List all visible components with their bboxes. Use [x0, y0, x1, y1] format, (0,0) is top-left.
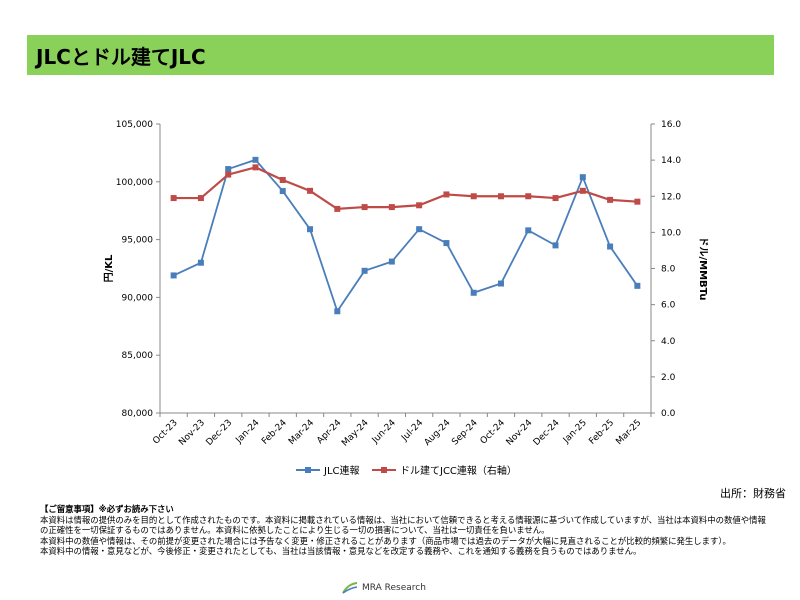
- y-right-axis-title: ドル/MMBTu: [697, 236, 709, 300]
- legend-label: JLC連報: [323, 464, 360, 477]
- y-right-tick-label: 14.0: [661, 156, 681, 166]
- y-left-tick-label: 80,000: [122, 409, 154, 419]
- y-left-tick-label: 85,000: [122, 351, 154, 361]
- x-tick-label: Sep-24: [450, 418, 480, 448]
- y-left-tick-label: 90,000: [122, 293, 154, 303]
- y-right-tick-label: 0.0: [661, 409, 676, 419]
- y-left-tick-label: 100,000: [116, 178, 153, 188]
- x-tick-label: Jul-24: [399, 418, 425, 444]
- x-tick-label: Mar-25: [614, 418, 643, 447]
- y-right-tick-label: 10.0: [661, 228, 681, 238]
- series-0-point: [388, 258, 395, 265]
- chart: 80,000 85,000 90,000 95,000 100,000 105,000 0.…: [103, 120, 709, 477]
- series-1-point: [170, 195, 177, 202]
- x-tick-label: Jan-25: [561, 418, 589, 446]
- y-right-tick-label: 6.0: [661, 301, 676, 311]
- x-tick-label: Feb-24: [260, 418, 289, 447]
- x-tick-label: Dec-24: [532, 418, 562, 448]
- x-tick-label: Oct-23: [151, 418, 179, 446]
- disclaimer-heading: 【ご留意事項】※必ずお読み下さい: [40, 504, 174, 514]
- x-tick-label: Nov-24: [505, 418, 535, 448]
- series-1-point: [607, 196, 614, 203]
- disclaimer-line: 本資料中の数値や情報は、その前提が変更された場合には予告なく変更・修正されること…: [40, 535, 731, 546]
- series-1-point: [388, 204, 395, 211]
- series-1-point: [197, 195, 204, 202]
- x-tick-label: Nov-23: [177, 418, 207, 448]
- title-bar: JLCとドル建てJLC: [27, 35, 774, 75]
- series-1-point: [307, 187, 314, 194]
- series-1-point: [361, 204, 368, 211]
- series-1-point: [525, 193, 532, 200]
- series-1-point: [634, 198, 641, 205]
- series-0-point: [307, 226, 314, 233]
- y-right-tick-label: 2.0: [661, 373, 676, 383]
- series-line-0: [173, 158, 639, 314]
- x-tick-label: Oct-24: [479, 418, 508, 447]
- series-0-point: [225, 166, 232, 173]
- series-0-point: [334, 308, 341, 315]
- x-tick-label: Mar-24: [287, 418, 316, 447]
- disclaimer-line: 本資料は情報の提供のみを目的として作成されたものです。本資料に掲載されている情報…: [40, 514, 766, 536]
- x-tick-label: May-24: [340, 418, 371, 449]
- series-0-point: [361, 267, 368, 274]
- series-0-point: [552, 242, 559, 249]
- series-0-point: [443, 240, 450, 247]
- series-1-point: [579, 187, 586, 194]
- x-tick-label: Jan-24: [234, 418, 262, 446]
- x-tick-label: Feb-25: [587, 418, 616, 447]
- mra-arrow-logo-icon: [342, 582, 358, 594]
- series-0-point: [416, 226, 423, 233]
- x-tick-label: Dec-23: [205, 418, 235, 448]
- series-0-point: [252, 156, 259, 163]
- series-1-point: [497, 193, 504, 200]
- y-right-tick-label: 16.0: [661, 120, 681, 130]
- series-0-point: [579, 174, 586, 181]
- series-0-point: [170, 272, 177, 279]
- series-1-point: [279, 176, 286, 183]
- series-1-point: [470, 193, 477, 200]
- series-1-point: [443, 191, 450, 198]
- page-title: JLCとドル建てJLC: [36, 44, 206, 69]
- y-right-tick-label: 12.0: [661, 192, 681, 202]
- series-0-point: [279, 188, 286, 195]
- disclaimer: 【ご留意事項】※必ずお読み下さい 本資料は情報の提供のみを目的として作成されたも…: [40, 504, 770, 557]
- disclaimer-line: 本資料中の情報・意見などが、今後修正・変更されたとしても、当社は当該情報・意見な…: [40, 546, 642, 557]
- series-0-point: [197, 259, 204, 266]
- series-0-point: [607, 243, 614, 250]
- series-1-point: [225, 171, 232, 178]
- legend-label: ドル建てJCC連報（右軸）: [400, 464, 517, 477]
- y-left-tick-label: 95,000: [122, 236, 154, 246]
- series-0-point: [497, 280, 504, 287]
- series-1-point: [252, 164, 259, 171]
- y-right-tick-label: 4.0: [661, 337, 676, 347]
- series-1-point: [334, 205, 341, 212]
- series-0-point: [470, 289, 477, 296]
- y-left-tick-label: 105,000: [116, 120, 153, 130]
- series-line-1: [173, 166, 638, 211]
- source-label: 出所：財務省: [720, 487, 786, 500]
- logo-text: MRA Research: [362, 583, 426, 593]
- company-logo: MRA Research: [342, 582, 426, 594]
- x-tick-label: Aug-24: [423, 418, 453, 448]
- y-left-axis-title: 円/KL: [103, 254, 115, 282]
- series-1-point: [416, 202, 423, 209]
- legend-swatch-marker: [305, 467, 311, 473]
- series-1-point: [552, 195, 559, 202]
- y-right-tick-label: 8.0: [661, 265, 676, 275]
- series-0-point: [525, 227, 532, 234]
- x-tick-label: Jun-24: [370, 418, 398, 446]
- series-0-point: [634, 282, 641, 289]
- legend-swatch-marker: [381, 467, 387, 473]
